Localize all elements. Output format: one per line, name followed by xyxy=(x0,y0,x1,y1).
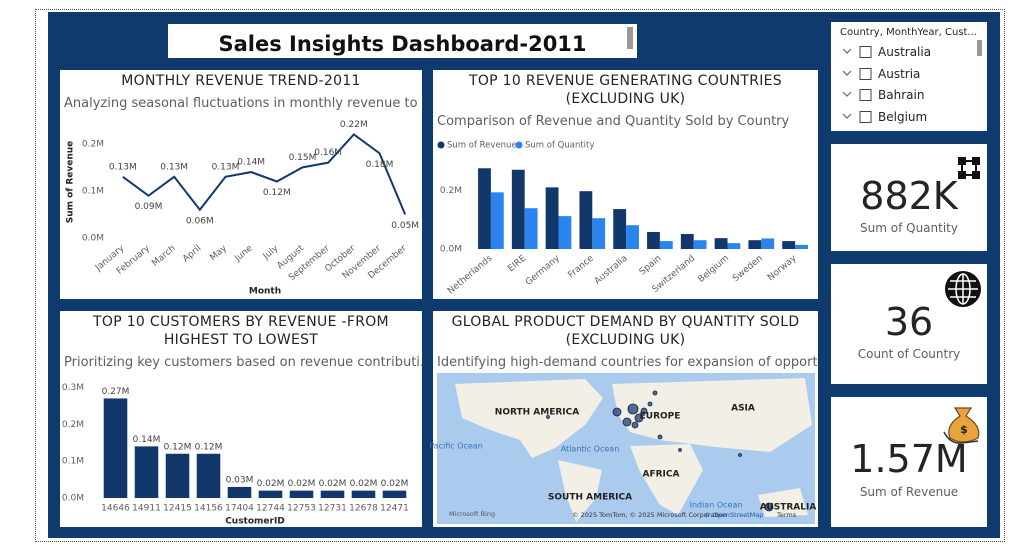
scrollbar[interactable] xyxy=(977,40,982,56)
slicer-item-label: Belgium xyxy=(878,109,928,124)
customer-chart-panel: TOP 10 CUSTOMERS BY REVENUE -FROM HIGHES… xyxy=(60,311,422,527)
scrollbar[interactable] xyxy=(627,27,633,49)
card-label: Sum of Quantity xyxy=(860,221,958,235)
card-label: Count of Country xyxy=(857,347,961,361)
kpi-card: 36 Count of Country xyxy=(831,264,987,384)
slicer-controls xyxy=(842,46,872,58)
kpi-card: 1.57M Sum of Revenue xyxy=(831,397,987,527)
slicer-item[interactable]: Bahrain xyxy=(841,86,924,104)
card-label: Sum of Revenue xyxy=(859,485,959,499)
kpi-card: 882K Sum of Quantity xyxy=(831,144,987,251)
slicer-item-label: Australia xyxy=(878,45,932,59)
line-chart-panel: MONTHLY REVENUE TREND-2011 Analyzing sea… xyxy=(60,70,422,299)
chart-title: TOP 10 CUSTOMERS BY REVENUE -FROM HIGHES… xyxy=(93,314,389,348)
chart-title: TOP 10 REVENUE GENERATING COUNTRIES (EXC… xyxy=(468,73,782,107)
slicer-item[interactable]: Austria xyxy=(841,65,920,83)
card-value: 36 xyxy=(884,300,934,344)
slicer-controls xyxy=(842,67,872,80)
chart-subtitle: Comparison of Revenue and Quantity Sold … xyxy=(437,114,790,129)
slicer-item[interactable]: Australia xyxy=(841,43,931,61)
slicer-item-label: Austria xyxy=(878,66,921,81)
slicer-controls xyxy=(842,110,872,123)
map-title: GLOBAL PRODUCT DEMAND BY QUANTITY SOLD (… xyxy=(451,314,800,348)
slicer-item[interactable]: Belgium xyxy=(841,108,927,126)
slicer: Country, MonthYear, Cust... Australia Aus… xyxy=(831,22,987,131)
slicer-item-label: Bahrain xyxy=(878,88,925,102)
dashboard-title: Sales Insights Dashboard-2011 xyxy=(218,32,587,56)
slicer-header: Country, MonthYear, Cust... xyxy=(840,27,977,38)
title-box: Sales Insights Dashboard-2011 xyxy=(168,24,637,58)
country-chart-panel: TOP 10 REVENUE GENERATING COUNTRIES (EXC… xyxy=(433,70,818,299)
page-border xyxy=(35,9,1005,542)
chart-subtitle: Prioritizing key customers based on reve… xyxy=(64,355,422,370)
map-panel: GLOBAL PRODUCT DEMAND BY QUANTITY SOLD (… xyxy=(433,311,818,527)
card-value: 882K xyxy=(860,174,958,218)
map-subtitle: Identifying high-demand countries for ex… xyxy=(437,355,818,370)
chart-subtitle: Analyzing seasonal fluctuations in month… xyxy=(64,96,422,111)
card-value: 1.57M xyxy=(850,437,968,481)
slicer-controls xyxy=(842,89,872,101)
chart-title: MONTHLY REVENUE TREND-2011 xyxy=(121,73,361,89)
